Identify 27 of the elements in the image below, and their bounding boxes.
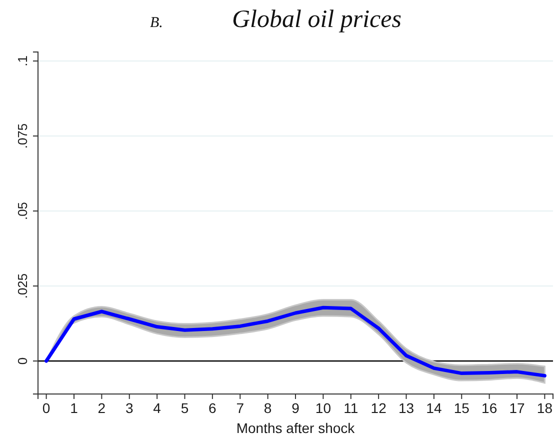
x-tick-label: 12 [370, 400, 387, 416]
x-tick-label: 5 [180, 400, 189, 416]
x-tick-label: 18 [536, 400, 553, 416]
x-tick-label: 4 [153, 400, 162, 416]
x-tick-label: 17 [509, 400, 525, 416]
y-tick-label: .075 [15, 123, 30, 149]
x-tick-label: 1 [70, 400, 78, 416]
y-tick-label: .1 [15, 56, 30, 66]
line-series [44, 306, 546, 378]
x-tick-label: 0 [42, 400, 50, 416]
x-axis-title: Months after shock [236, 420, 356, 436]
y-tick-label: .025 [15, 273, 30, 299]
x-tick-label: 6 [208, 400, 217, 416]
x-tick-label: 14 [426, 400, 442, 416]
x-tick-label: 7 [236, 400, 244, 416]
x-tick-label: 2 [98, 400, 106, 416]
x-tick-label: 8 [264, 400, 272, 416]
x-tick-label: 10 [315, 400, 332, 416]
y-tick-label: .05 [15, 202, 30, 220]
x-tick-label: 13 [398, 400, 414, 416]
chart-title: B. Global oil prices [150, 6, 402, 33]
x-tick-label: 9 [292, 400, 300, 416]
x-tick-label: 11 [344, 400, 358, 416]
y-tick-label: 0 [15, 357, 30, 365]
x-tick-label: 15 [454, 400, 470, 416]
x-tick-label: 16 [482, 400, 498, 416]
x-tick-label: 3 [125, 400, 134, 416]
